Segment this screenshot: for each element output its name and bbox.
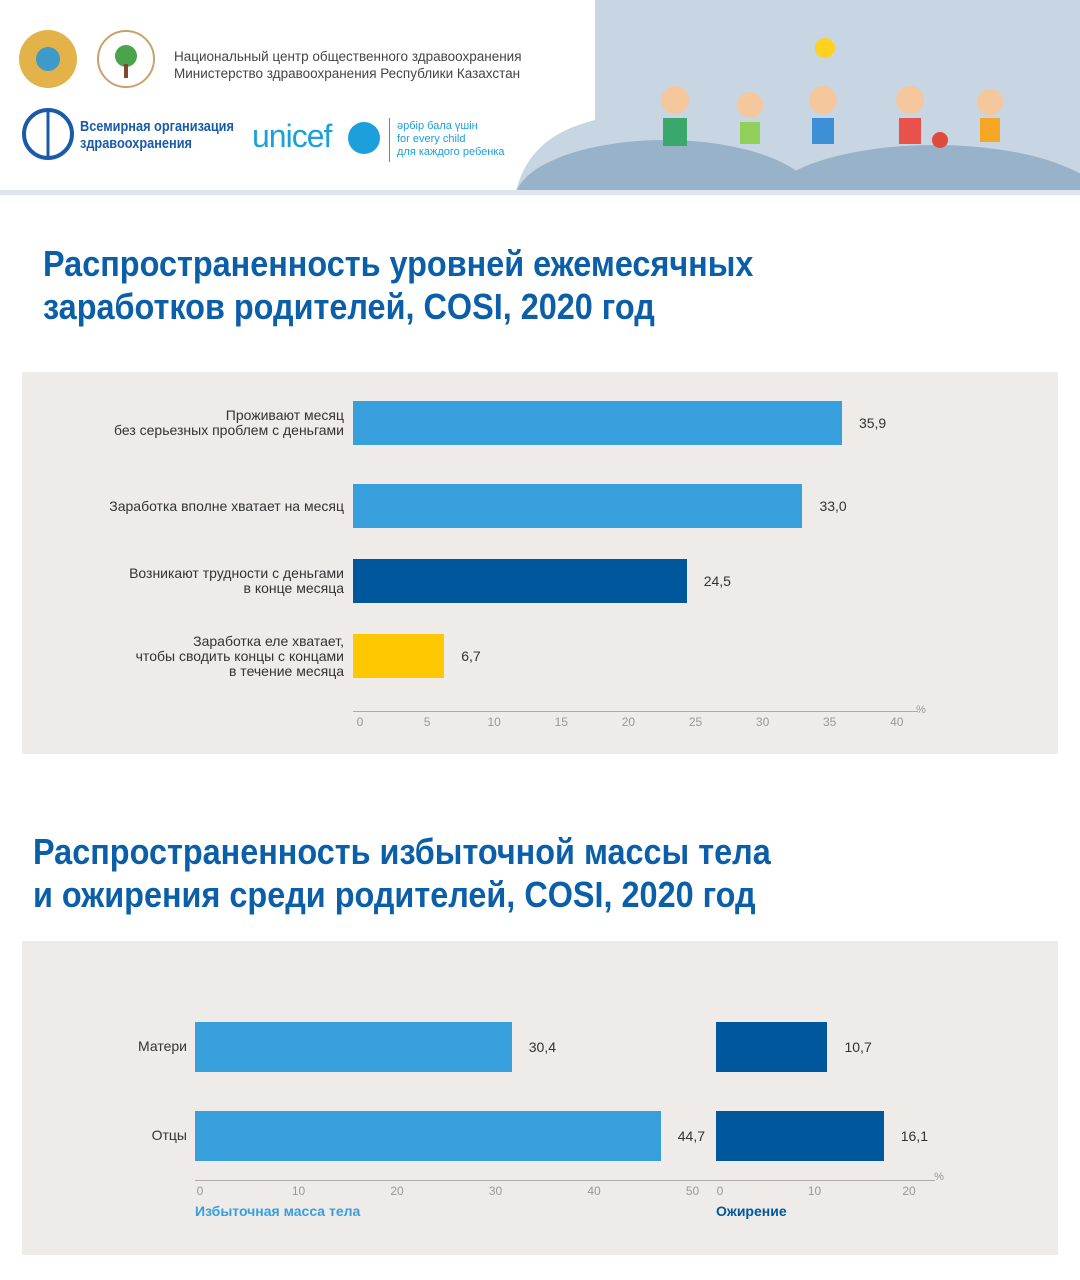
ncph-logo-icon	[97, 30, 155, 88]
who-emblem-icon	[22, 108, 74, 160]
unit-label: %	[934, 1171, 944, 1183]
category-label-line: Заработка вполне хватает на месяц	[109, 497, 344, 514]
tick-label: 5	[423, 715, 431, 729]
category-label: Проживают месяц без серьезных проблем с д…	[44, 408, 344, 438]
tick-label: 35	[823, 715, 837, 729]
unicef-tag-kz: әрбір бала үшін	[397, 120, 478, 132]
tick-label: 40	[587, 1184, 601, 1198]
who-name-2: здравоохранения	[80, 135, 192, 152]
tick-label: 10	[487, 715, 501, 729]
category-label: Возникают трудности с деньгами в конце ме…	[44, 566, 344, 596]
ministry-name: Министерство здравоохранения Республики …	[174, 66, 521, 81]
children-illustration	[515, 0, 1080, 195]
tick-label: 25	[688, 715, 703, 729]
tick-label: 40	[890, 715, 904, 729]
header-divider	[0, 190, 1080, 195]
bar	[195, 1111, 661, 1161]
bar	[353, 634, 445, 678]
chart2-title-line2: и ожирения среди родителей, COSI, 2020 г…	[33, 874, 756, 915]
tick-label: 0	[196, 1184, 204, 1198]
tick-label: 20	[390, 1184, 404, 1198]
data-label: 10,7	[844, 1039, 872, 1055]
tick-label: 20	[902, 1184, 916, 1198]
data-label: 33,0	[819, 498, 847, 514]
category-label-line: чтобы сводить концы с концами	[135, 647, 344, 664]
chart1-title-line1: Распространенность уровней ежемесячных	[43, 243, 754, 284]
unit-label: %	[916, 704, 926, 716]
unicef-tag-en: for every child	[397, 133, 466, 145]
chart2-panel: Матери Отцы 30,4 44,7 0 10 20 30 40 50 Избыточная …	[22, 941, 1058, 1255]
who-name: Всемирная организация	[80, 118, 234, 135]
bar	[353, 401, 842, 445]
data-label: 6,7	[461, 648, 481, 664]
data-label: 44,7	[677, 1128, 706, 1144]
data-label: 30,4	[528, 1039, 557, 1055]
bar	[353, 559, 687, 603]
tick-label: 20	[621, 715, 636, 729]
unicef-emblem-icon	[348, 122, 380, 154]
category-label-line: в конце месяца	[243, 580, 344, 596]
tick-label: 50	[685, 1184, 700, 1198]
unicef-logo: unicef	[252, 118, 332, 154]
category-label-line: Возникают трудности с деньгами	[129, 565, 344, 581]
bar	[195, 1022, 512, 1072]
category-label: Матери	[138, 1038, 187, 1054]
x-axis	[195, 1180, 935, 1181]
tick-label: 15	[554, 715, 568, 729]
tick-label: 30	[488, 1184, 503, 1198]
x-axis	[353, 711, 918, 712]
org-name: Национальный центр общественного здравоо…	[174, 49, 522, 64]
chart1-panel: 35,9 Проживают месяц без серьезных проблем…	[22, 372, 1058, 754]
data-label: 35,9	[858, 415, 887, 431]
tick-label: 30	[755, 715, 770, 729]
category-label: Отцы	[151, 1127, 187, 1143]
tick-label: 10	[807, 1184, 822, 1198]
category-label-line: без серьезных проблем с деньгами	[113, 422, 344, 438]
kazakhstan-emblem-icon	[19, 30, 77, 88]
unicef-divider	[389, 118, 390, 162]
bar	[716, 1111, 884, 1161]
category-label-line: Заработка еле хватает,	[193, 632, 344, 649]
data-label: 16,1	[900, 1128, 928, 1144]
chart2-title: Распространенность избыточной массы тела…	[33, 830, 771, 916]
category-label-line: Проживают месяц	[225, 407, 344, 423]
legend-label: Избыточная масса тела	[195, 1203, 361, 1219]
chart2-title-line1: Распространенность избыточной массы тела	[33, 831, 771, 872]
category-label-line: в течение месяца	[228, 662, 344, 679]
tick-label: 0	[356, 715, 364, 729]
bar	[716, 1022, 828, 1072]
chart1-title-line2: заработков родителей, COSI, 2020 год	[43, 286, 655, 327]
category-label: Заработка еле хватает, чтобы сводить конц…	[44, 632, 344, 679]
unicef-tag-ru: для каждого ребенка	[397, 146, 505, 158]
data-label: 24,5	[703, 573, 731, 589]
chart1-title: Распространенность уровней ежемесячных з…	[43, 242, 753, 328]
tick-label: 10	[291, 1184, 306, 1198]
tick-label: 0	[716, 1184, 724, 1198]
bar	[353, 484, 803, 528]
legend-label: Ожирение	[716, 1203, 787, 1219]
header: Национальный центр общественного здравоо…	[0, 0, 1080, 195]
category-label: Заработка вполне хватает на месяц	[44, 497, 344, 514]
